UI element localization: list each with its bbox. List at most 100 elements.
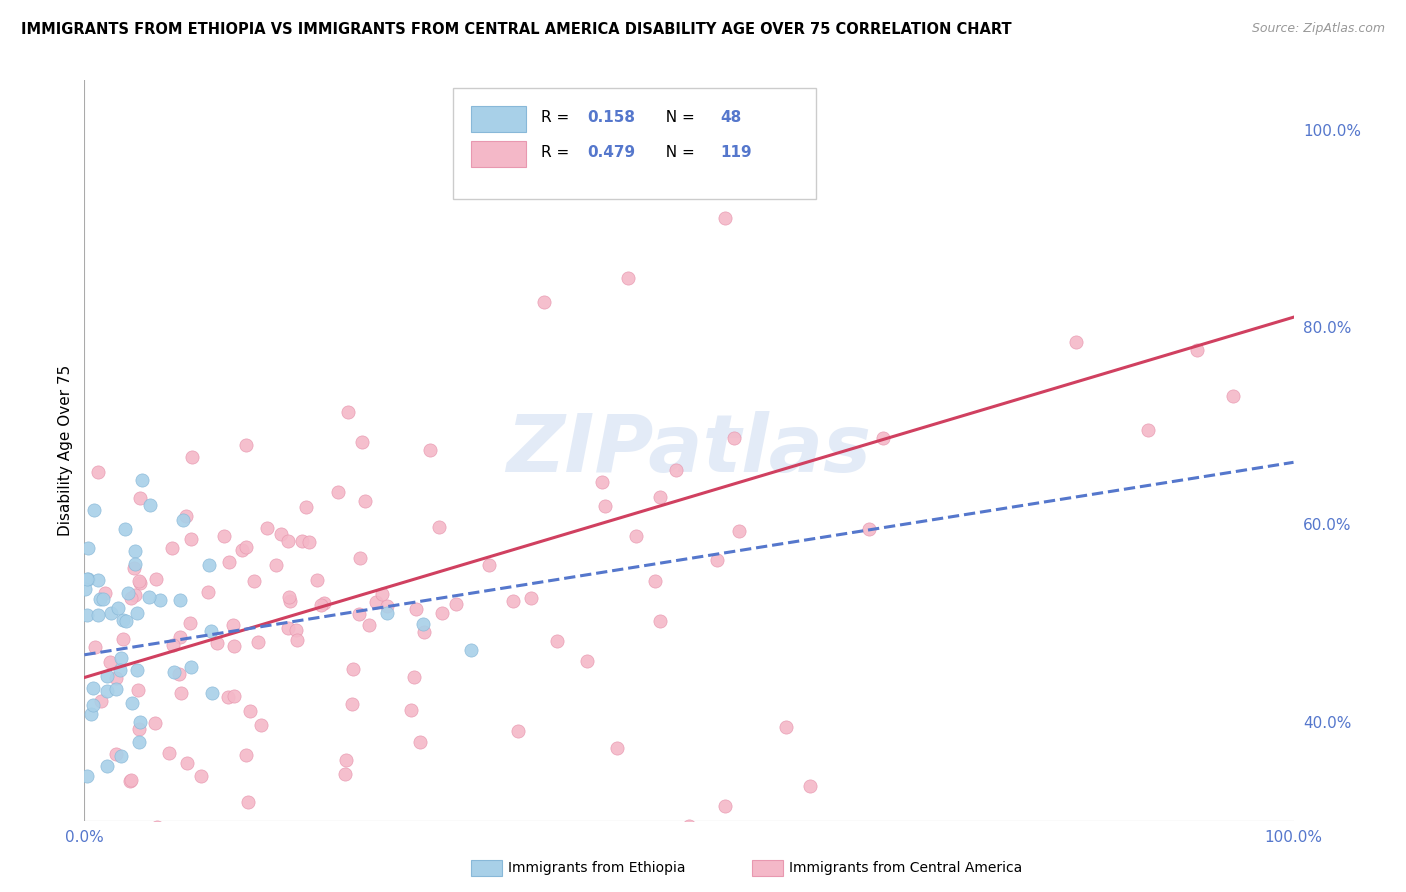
Point bbox=[124, 589, 146, 603]
Text: N =: N = bbox=[657, 145, 700, 160]
Point bbox=[83, 502, 105, 516]
Point bbox=[105, 671, 128, 685]
Point bbox=[349, 607, 371, 621]
Point bbox=[91, 591, 114, 606]
Point bbox=[128, 576, 150, 591]
Point bbox=[96, 684, 118, 698]
Point bbox=[169, 593, 191, 607]
Point bbox=[104, 747, 127, 761]
Text: IMMIGRANTS FROM ETHIOPIA VS IMMIGRANTS FROM CENTRAL AMERICA DISABILITY AGE OVER : IMMIGRANTS FROM ETHIOPIA VS IMMIGRANTS F… bbox=[21, 22, 1012, 37]
Point bbox=[444, 597, 467, 611]
Point bbox=[242, 574, 264, 588]
Point bbox=[98, 656, 121, 670]
Point bbox=[236, 795, 259, 809]
Point bbox=[82, 681, 104, 696]
Point bbox=[114, 523, 136, 537]
Point bbox=[1064, 334, 1087, 349]
Point bbox=[163, 665, 186, 679]
Point bbox=[76, 607, 98, 622]
Point bbox=[149, 592, 172, 607]
Point bbox=[506, 724, 529, 739]
Point bbox=[110, 749, 132, 764]
Point bbox=[352, 435, 374, 450]
Point bbox=[131, 473, 153, 487]
Point bbox=[285, 632, 308, 647]
Point bbox=[174, 508, 197, 523]
FancyBboxPatch shape bbox=[453, 87, 815, 199]
Point bbox=[169, 631, 191, 645]
Point bbox=[89, 592, 111, 607]
Point bbox=[197, 585, 219, 599]
Point bbox=[1222, 389, 1244, 403]
Point bbox=[371, 587, 394, 601]
Point bbox=[128, 491, 150, 505]
Point bbox=[294, 500, 316, 515]
Text: 119: 119 bbox=[720, 145, 752, 160]
Point bbox=[180, 660, 202, 674]
Point bbox=[200, 624, 222, 638]
Point bbox=[775, 720, 797, 734]
Point bbox=[502, 594, 524, 608]
Point bbox=[90, 693, 112, 707]
Point bbox=[117, 585, 139, 599]
Point bbox=[217, 690, 239, 704]
Point bbox=[235, 437, 257, 451]
Point bbox=[305, 573, 328, 587]
Point bbox=[125, 606, 148, 620]
Point bbox=[127, 663, 149, 677]
Point bbox=[145, 572, 167, 586]
Point bbox=[218, 555, 240, 569]
Point bbox=[176, 756, 198, 770]
Point bbox=[277, 534, 299, 549]
Point bbox=[96, 669, 118, 683]
Point bbox=[799, 779, 821, 793]
Point bbox=[222, 618, 245, 632]
Point bbox=[110, 651, 132, 665]
Text: Source: ZipAtlas.com: Source: ZipAtlas.com bbox=[1251, 22, 1385, 36]
Point bbox=[120, 773, 142, 788]
Point bbox=[96, 759, 118, 773]
Point bbox=[353, 493, 375, 508]
Point bbox=[727, 524, 749, 538]
Point bbox=[291, 534, 314, 549]
Point bbox=[146, 820, 169, 834]
Point bbox=[478, 558, 501, 572]
Point bbox=[127, 682, 149, 697]
Point bbox=[342, 662, 364, 676]
Point bbox=[167, 666, 190, 681]
Text: Immigrants from Ethiopia: Immigrants from Ethiopia bbox=[508, 861, 685, 875]
Point bbox=[235, 747, 257, 762]
Point bbox=[678, 819, 700, 833]
Point bbox=[239, 705, 262, 719]
Point bbox=[593, 500, 616, 514]
Point bbox=[129, 715, 152, 730]
Point bbox=[197, 558, 219, 573]
Point bbox=[87, 465, 110, 479]
Point bbox=[76, 572, 98, 586]
Point bbox=[87, 573, 110, 587]
Point bbox=[364, 594, 387, 608]
Point bbox=[250, 717, 273, 731]
Point bbox=[644, 574, 666, 589]
Point bbox=[340, 698, 363, 712]
Point bbox=[179, 616, 201, 631]
Point bbox=[278, 590, 301, 604]
Point bbox=[128, 574, 150, 589]
FancyBboxPatch shape bbox=[471, 141, 526, 167]
Point bbox=[124, 544, 146, 558]
Point bbox=[264, 558, 287, 573]
Point bbox=[591, 475, 613, 490]
Point bbox=[533, 295, 555, 310]
Point bbox=[1185, 343, 1208, 357]
Point bbox=[858, 522, 880, 536]
Point bbox=[138, 590, 160, 604]
Point bbox=[309, 598, 332, 612]
Point bbox=[349, 551, 371, 566]
Text: Immigrants from Central America: Immigrants from Central America bbox=[789, 861, 1022, 875]
Point bbox=[576, 655, 599, 669]
Point bbox=[277, 621, 299, 635]
Point bbox=[270, 527, 292, 541]
Point bbox=[112, 613, 135, 627]
Point bbox=[650, 490, 672, 504]
Point bbox=[284, 623, 307, 637]
